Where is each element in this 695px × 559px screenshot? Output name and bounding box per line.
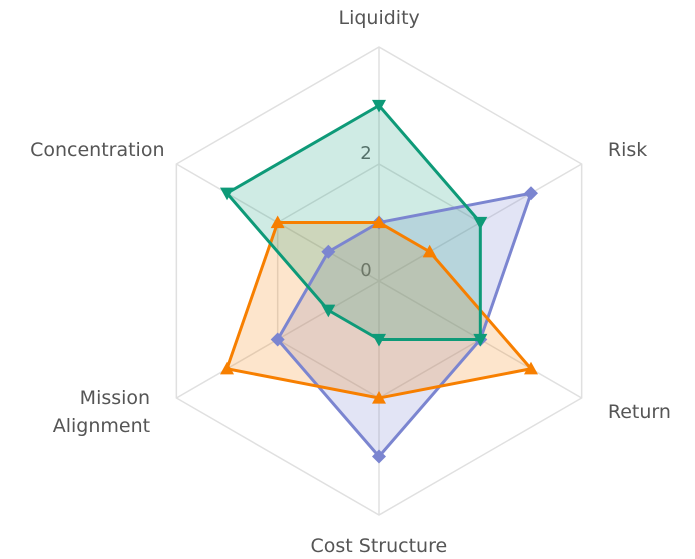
category-label: Liquidity — [338, 7, 420, 29]
marker — [372, 333, 386, 347]
r-tick-label: 0 — [360, 260, 371, 281]
marker — [372, 391, 386, 404]
marker — [372, 449, 386, 464]
marker — [372, 99, 386, 113]
category-label: Cost Structure — [310, 535, 448, 557]
marker — [422, 244, 437, 258]
marker — [523, 361, 538, 375]
r-tick-label: 2 — [360, 143, 371, 164]
category-label: Concentration — [30, 139, 165, 161]
series-area — [227, 222, 531, 398]
marker — [473, 333, 488, 347]
category-label: Mission Alignment — [52, 387, 151, 437]
marker — [473, 216, 488, 230]
marker — [270, 332, 285, 347]
marker — [523, 186, 538, 201]
category-label: Return — [607, 401, 671, 423]
marker — [321, 244, 336, 259]
marker — [321, 304, 336, 318]
marker — [220, 361, 235, 375]
marker — [220, 187, 235, 201]
marker — [270, 215, 285, 229]
category-label: Risk — [607, 139, 648, 161]
marker — [372, 215, 386, 229]
